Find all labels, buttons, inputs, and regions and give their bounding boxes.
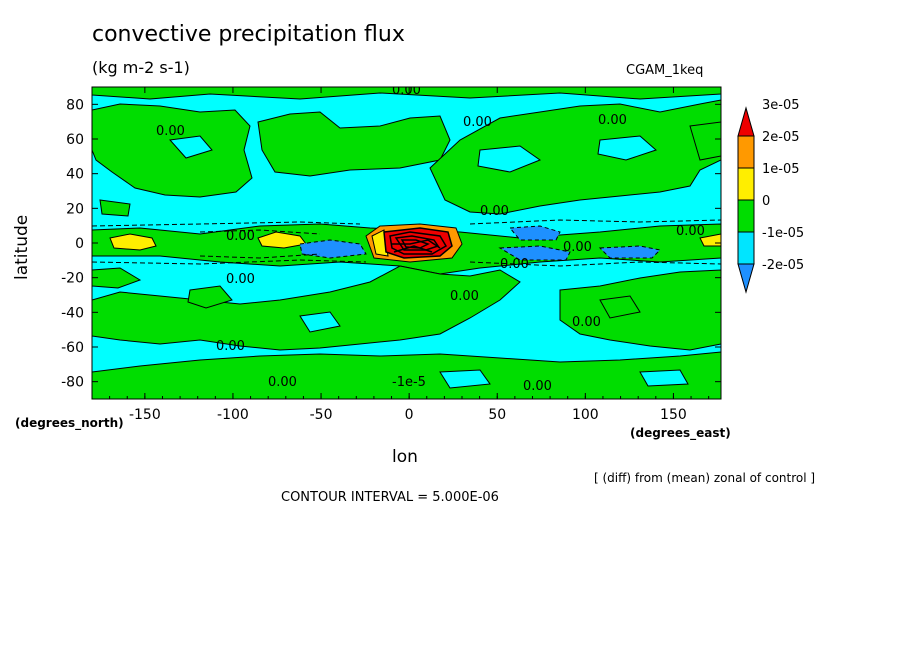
x-axis-units: (degrees_east) (630, 426, 731, 440)
hotspot-contour (400, 239, 430, 249)
colorbar: -2e-05 -1e-05 0 1e-05 2e-05 3e-05 (737, 98, 804, 294)
negative-contour (469, 261, 721, 267)
negative-hole (439, 369, 491, 389)
positive-region (599, 295, 641, 319)
colorbar-label: 2e-05 (762, 130, 800, 145)
positive-region (92, 267, 142, 289)
strong-negative-regions (299, 225, 662, 261)
negative-contour (469, 219, 721, 225)
colorbar-label: 0 (762, 194, 770, 209)
positive-region (92, 87, 721, 100)
y-tick-label: 20 (66, 201, 84, 217)
contour-label: 0.00 (463, 115, 492, 130)
equatorial-maximum (365, 223, 463, 263)
contour-label-layer: 0.00 0.00 0.00 0.00 0.00 0.00 0.00 0.00 0.00 0.00… (156, 83, 705, 394)
colorbar-label: 3e-05 (762, 98, 800, 113)
y-tick-label: 0 (75, 236, 84, 252)
y-tick-label: 60 (66, 132, 84, 148)
negative-contours (92, 219, 721, 267)
x-axis-label: lon (392, 447, 418, 467)
colorbar-swatch (737, 135, 755, 169)
negative-contour (199, 253, 321, 259)
positive-region (187, 285, 233, 309)
contour-label: 0.00 (226, 229, 255, 244)
chart-units: (kg m-2 s-1) (92, 58, 190, 77)
axes: -150 -100 -50 0 50 100 150 -80 -60 -40 -20 0 20 40 60 8… (61, 87, 721, 423)
diff-note: [ (diff) from (mean) zonal of control ] (594, 471, 816, 485)
positive-region (92, 265, 521, 351)
negative-contour (199, 229, 321, 235)
strong-negative-region (498, 245, 571, 261)
hotspot-contour (393, 245, 433, 253)
colorbar-swatch (737, 231, 755, 265)
strong-negative-region (508, 225, 561, 241)
contour-label: 0.00 (480, 204, 509, 219)
chart-title: convective precipitation flux (92, 22, 405, 47)
y-tick-label: 80 (66, 97, 84, 113)
contour-label: 0.00 (392, 83, 421, 98)
negative-hole (169, 135, 213, 159)
positive-region (689, 121, 721, 161)
hotspot-contour (389, 231, 448, 255)
contour-label: 0.00 (572, 315, 601, 330)
contour-label: 0.00 (268, 375, 297, 390)
hotspot-contours (389, 231, 448, 255)
y-tick-label: -60 (61, 340, 84, 356)
colorbar-swatch (737, 167, 755, 201)
x-tick-label: -150 (129, 407, 161, 423)
contour-label: 0.00 (563, 240, 592, 255)
negative-hole (477, 145, 542, 173)
positive-region (92, 103, 253, 198)
negative-hole (597, 135, 657, 161)
negative-holes (169, 135, 689, 389)
contour-label: 0.00 (226, 272, 255, 287)
contour-label: 0.00 (500, 257, 529, 272)
x-tick-label: 50 (488, 407, 506, 423)
y-axis-units: (degrees_north) (15, 416, 124, 430)
positive-region (257, 111, 451, 177)
hotspot-contour (392, 239, 441, 249)
colorbar-swatch (737, 263, 755, 294)
contour-interval: CONTOUR INTERVAL = 5.000E-06 (281, 490, 499, 505)
strong-positive-region (109, 233, 157, 251)
positive-region (429, 99, 721, 215)
plot-area: 0.00 0.00 0.00 0.00 0.00 0.00 0.00 0.00 0.00 0.00… (92, 83, 721, 399)
colorbar-label: -2e-05 (762, 258, 804, 273)
negative-hole (299, 311, 341, 333)
strong-negative-region (299, 239, 367, 259)
contour-label: 0.00 (216, 339, 245, 354)
contour-label: 0.00 (450, 289, 479, 304)
contour-label: 0.00 (523, 379, 552, 394)
strong-negative-region (598, 245, 662, 259)
contour-label: 0.00 (676, 224, 705, 239)
colorbar-label: -1e-05 (762, 226, 804, 241)
x-tick-label: 0 (405, 407, 414, 423)
y-tick-label: -40 (61, 305, 84, 321)
x-tick-label: 100 (572, 407, 599, 423)
negative-contour (92, 259, 367, 265)
contour-label: 0.00 (156, 124, 185, 139)
positive-region (92, 351, 721, 399)
contour-label: 0.00 (598, 113, 627, 128)
x-tick-label: -100 (217, 407, 249, 423)
colorbar-label: 1e-05 (762, 162, 800, 177)
dataset-label: CGAM_1keq (626, 63, 704, 78)
colorbar-swatch (737, 199, 755, 233)
x-tick-label: -50 (310, 407, 333, 423)
contour-label: -1e-5 (392, 375, 426, 390)
y-tick-label: -80 (61, 375, 84, 391)
y-tick-label: 40 (66, 167, 84, 183)
positive-region (559, 269, 721, 351)
negative-hole (639, 369, 689, 387)
y-tick-label: -20 (61, 271, 84, 287)
x-tick-label: 150 (660, 407, 687, 423)
colorbar-swatch (737, 106, 755, 137)
positive-region (99, 199, 131, 217)
